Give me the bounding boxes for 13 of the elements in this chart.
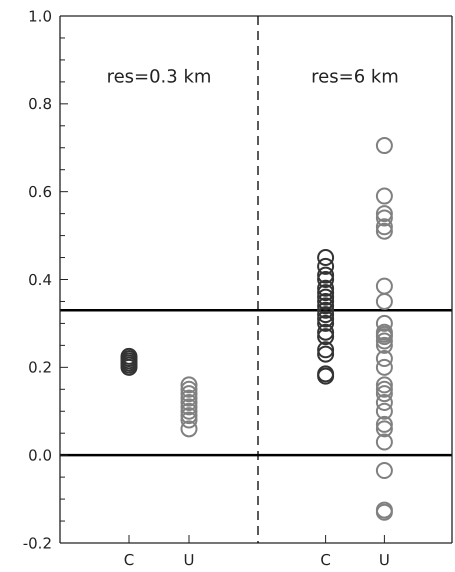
- y-tick-label: -0.2: [22, 534, 52, 552]
- annotation: res=6 km: [311, 66, 399, 88]
- x-tick-label: C: [320, 551, 331, 569]
- y-tick-label: 0.2: [28, 358, 52, 377]
- y-tick-label: 0.6: [28, 182, 52, 201]
- y-tick-label: 0.8: [28, 95, 52, 114]
- x-tick-label: C: [124, 551, 134, 569]
- annotation: res=0.3 km: [106, 66, 212, 88]
- x-tick-label: U: [378, 551, 390, 569]
- y-tick-label: 0.0: [28, 446, 52, 464]
- x-tick-label: U: [184, 551, 194, 569]
- y-tick-label: 1.0: [28, 7, 52, 26]
- y-tick-label: 0.4: [28, 270, 52, 289]
